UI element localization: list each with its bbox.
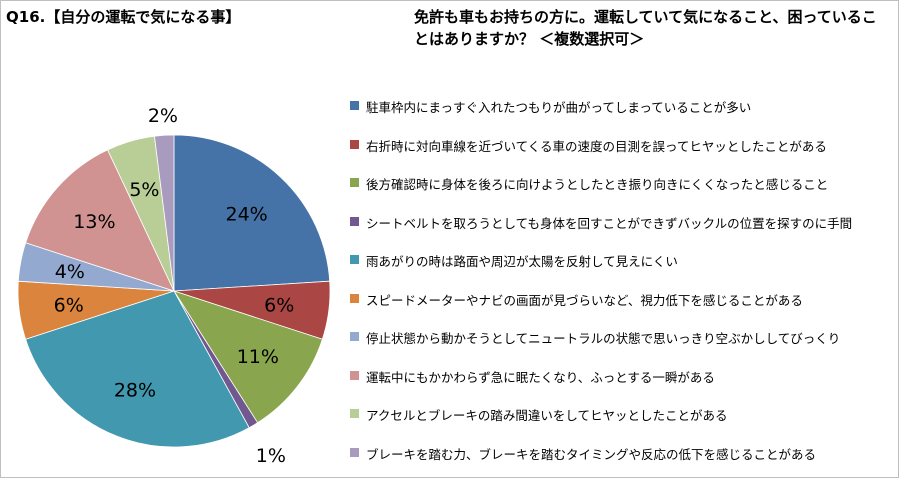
chart-legend: 駐車枠内にまっすぐ入れたつもりが曲がってしまっていることが多い右折時に対向車線を… xyxy=(350,97,890,482)
slice-label: 24% xyxy=(225,204,267,226)
slice-label: 5% xyxy=(129,179,159,201)
slice-label: 4% xyxy=(55,261,85,283)
legend-swatch xyxy=(350,294,359,303)
legend-swatch xyxy=(350,217,359,226)
slice-label: 13% xyxy=(73,211,115,233)
legend-swatch xyxy=(350,140,359,149)
legend-label: アクセルとブレーキの踏み間違いをしてヒヤッとしたことがある xyxy=(366,405,728,424)
legend-label: スピードメーターやナビの画面が見づらいなど、視力低下を感じることがある xyxy=(366,290,803,309)
legend-item: スピードメーターやナビの画面が見づらいなど、視力低下を感じることがある xyxy=(350,290,890,329)
legend-swatch xyxy=(350,448,359,457)
legend-item: ブレーキを踏む力、ブレーキを踏むタイミングや反応の低下を感じることがある xyxy=(350,444,890,482)
slice-label: 6% xyxy=(54,294,84,316)
legend-label: 右折時に対向車線を近づいてくる車の速度の目測を誤ってヒヤッとしたことがある xyxy=(366,136,827,155)
slice-label: 2% xyxy=(148,105,178,127)
legend-item: 運転中にもかかわらず急に眠たくなり、ふっとする一瞬がある xyxy=(350,367,890,406)
legend-label: 駐車枠内にまっすぐ入れたつもりが曲がってしまっていることが多い xyxy=(366,97,751,116)
legend-item: シートベルトを取ろうとしても身体を回すことができずバックルの位置を探すのに手間 xyxy=(350,213,890,252)
legend-label: シートベルトを取ろうとしても身体を回すことができずバックルの位置を探すのに手間 xyxy=(366,213,852,232)
legend-swatch xyxy=(350,178,359,187)
legend-swatch xyxy=(350,409,359,418)
legend-swatch xyxy=(350,101,359,110)
legend-label: 後方確認時に身体を後ろに向けようとしたとき振り向きにくくなったと感じること xyxy=(366,174,828,193)
legend-label: 運転中にもかかわらず急に眠たくなり、ふっとする一瞬がある xyxy=(366,367,715,386)
legend-item: アクセルとブレーキの踏み間違いをしてヒヤッとしたことがある xyxy=(350,405,890,444)
legend-item: 後方確認時に身体を後ろに向けようとしたとき振り向きにくくなったと感じること xyxy=(350,174,890,213)
legend-swatch xyxy=(350,332,359,341)
legend-label: 停止状態から動かそうとしてニュートラルの状態で思いっきり空ぶかししてびっくり xyxy=(366,328,840,347)
legend-item: 停止状態から動かそうとしてニュートラルの状態で思いっきり空ぶかししてびっくり xyxy=(350,328,890,367)
legend-swatch xyxy=(350,255,359,264)
slice-label: 6% xyxy=(264,294,294,316)
legend-label: 雨あがりの時は路面や周辺が太陽を反射して見えにくい xyxy=(366,251,678,270)
legend-item: 雨あがりの時は路面や周辺が太陽を反射して見えにくい xyxy=(350,251,890,290)
slice-label: 1% xyxy=(256,445,286,467)
legend-label: ブレーキを踏む力、ブレーキを踏むタイミングや反応の低下を感じることがある xyxy=(366,444,816,463)
slice-label: 11% xyxy=(237,346,279,368)
legend-swatch xyxy=(350,371,359,380)
legend-item: 右折時に対向車線を近づいてくる車の速度の目測を誤ってヒヤッとしたことがある xyxy=(350,136,890,175)
legend-item: 駐車枠内にまっすぐ入れたつもりが曲がってしまっていることが多い xyxy=(350,97,890,136)
slice-label: 28% xyxy=(114,380,156,402)
